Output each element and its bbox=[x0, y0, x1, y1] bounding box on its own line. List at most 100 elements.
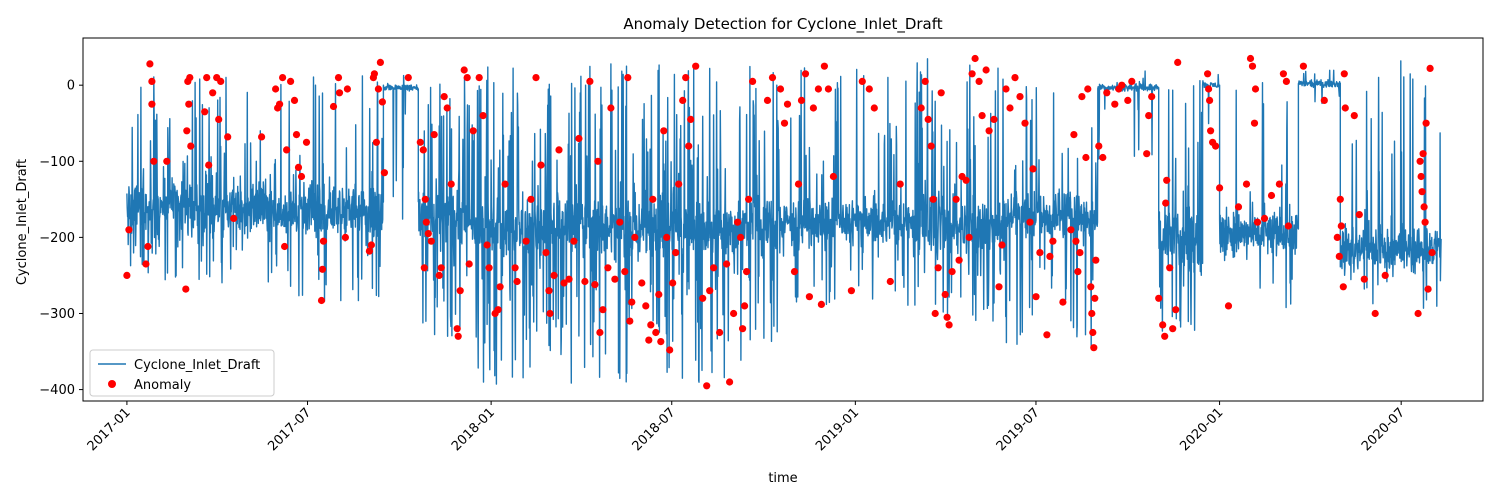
anomaly-point bbox=[1424, 285, 1432, 293]
anomaly-point bbox=[513, 277, 521, 286]
anomaly-point bbox=[370, 70, 378, 78]
anomaly-point bbox=[978, 112, 986, 120]
anomaly-point bbox=[1422, 119, 1430, 127]
anomaly-point bbox=[511, 264, 519, 272]
y-tick-label: −200 bbox=[39, 231, 75, 246]
y-tick-label: 0 bbox=[67, 79, 75, 94]
anomaly-point bbox=[829, 172, 838, 181]
anomaly-point bbox=[945, 321, 953, 329]
anomaly-point bbox=[224, 133, 232, 141]
anomaly-point bbox=[1029, 165, 1037, 173]
anomaly-point bbox=[217, 77, 225, 85]
anomaly-point bbox=[692, 62, 700, 70]
anomaly-point bbox=[797, 96, 806, 104]
legend: Cyclone_Inlet_Draft Anomaly bbox=[89, 349, 275, 397]
anomaly-point bbox=[437, 264, 445, 272]
anomaly-point bbox=[655, 290, 663, 299]
x-tick-label: 2017-07 bbox=[265, 405, 314, 454]
anomaly-point bbox=[1279, 70, 1287, 78]
anomaly-point bbox=[1091, 294, 1099, 302]
anomaly-point bbox=[1350, 112, 1358, 120]
anomaly-point bbox=[1284, 222, 1292, 230]
anomaly-point bbox=[205, 161, 213, 169]
anomaly-point bbox=[739, 325, 747, 333]
anomaly-point bbox=[962, 176, 970, 184]
anomaly-point bbox=[1006, 104, 1014, 112]
anomaly-point bbox=[187, 142, 195, 150]
anomaly-point bbox=[424, 230, 432, 238]
x-axis-label: time bbox=[768, 471, 797, 486]
anomaly-point bbox=[1428, 249, 1436, 257]
anomaly-point bbox=[805, 293, 814, 301]
anomaly-point bbox=[575, 134, 583, 143]
anomaly-point bbox=[1419, 150, 1427, 158]
anomaly-point bbox=[790, 268, 799, 276]
anomaly-point bbox=[125, 226, 133, 234]
anomaly-point bbox=[631, 233, 639, 241]
anomaly-point bbox=[555, 146, 563, 154]
anomaly-point bbox=[1090, 344, 1098, 352]
anomaly-point bbox=[858, 77, 866, 85]
anomaly-point bbox=[1002, 85, 1010, 93]
y-tick-label: −300 bbox=[39, 307, 75, 322]
anomaly-point bbox=[687, 115, 695, 123]
anomaly-point bbox=[741, 302, 749, 310]
anomaly-point bbox=[1076, 249, 1084, 257]
anomaly-point bbox=[1381, 271, 1389, 279]
anomaly-point bbox=[1072, 237, 1080, 245]
anomaly-point bbox=[1234, 203, 1243, 211]
anomaly-point bbox=[1336, 195, 1344, 203]
anomaly-point bbox=[435, 271, 443, 279]
anomaly-point bbox=[604, 264, 612, 272]
anomaly-point bbox=[1059, 298, 1067, 306]
anomaly-point bbox=[1212, 142, 1220, 150]
anomaly-point bbox=[801, 70, 810, 78]
anomaly-point bbox=[1103, 89, 1111, 97]
anomaly-point bbox=[297, 172, 306, 181]
anomaly-point bbox=[730, 309, 738, 318]
anomaly-point bbox=[1032, 293, 1040, 301]
anomaly-point bbox=[1420, 203, 1428, 211]
anomaly-point bbox=[1267, 191, 1276, 200]
anomaly-point bbox=[1206, 96, 1214, 104]
anomaly-point bbox=[776, 85, 785, 93]
anomaly-point bbox=[469, 127, 477, 135]
anomaly-point bbox=[317, 296, 326, 305]
anomaly-point bbox=[1418, 188, 1426, 196]
x-axis: 2017-01 2017-07 2018-01 2018-07 2019-01 2019-… bbox=[85, 401, 1408, 454]
anomaly-point bbox=[527, 195, 535, 203]
anomaly-point bbox=[1161, 332, 1169, 340]
anomaly-point bbox=[1355, 211, 1363, 219]
anomaly-point bbox=[1088, 309, 1096, 318]
anomaly-point bbox=[924, 115, 932, 123]
anomaly-point bbox=[703, 382, 711, 390]
anomaly-point bbox=[734, 218, 742, 226]
anomaly-point bbox=[660, 127, 668, 135]
anomaly-point bbox=[1162, 199, 1170, 207]
anomaly-point bbox=[1275, 180, 1283, 188]
anomaly-point bbox=[1016, 93, 1024, 101]
anomaly-point bbox=[1099, 153, 1107, 162]
anomaly-point bbox=[941, 290, 949, 299]
anomaly-point bbox=[982, 66, 990, 74]
anomaly-point bbox=[1159, 321, 1167, 329]
anomaly-point bbox=[454, 332, 462, 340]
anomaly-point bbox=[666, 346, 674, 354]
anomaly-point bbox=[372, 138, 380, 146]
anomaly-point bbox=[378, 98, 386, 106]
anomaly-point bbox=[1169, 325, 1177, 333]
anomaly-point bbox=[995, 283, 1003, 291]
anomaly-point bbox=[663, 233, 671, 241]
anomaly-point bbox=[865, 85, 873, 93]
y-axis-label: Cyclone_Inlet_Draft bbox=[15, 159, 30, 285]
anomaly-point bbox=[847, 287, 856, 295]
anomaly-point bbox=[163, 157, 171, 165]
anomaly-point bbox=[1021, 119, 1029, 127]
anomaly-point bbox=[1416, 157, 1424, 165]
anomaly-point bbox=[453, 325, 461, 333]
anomaly-point bbox=[1174, 58, 1182, 66]
anomaly-point bbox=[201, 108, 209, 116]
anomaly-point bbox=[258, 133, 266, 141]
anomaly-point bbox=[532, 74, 540, 82]
anomaly-point bbox=[1417, 172, 1425, 181]
